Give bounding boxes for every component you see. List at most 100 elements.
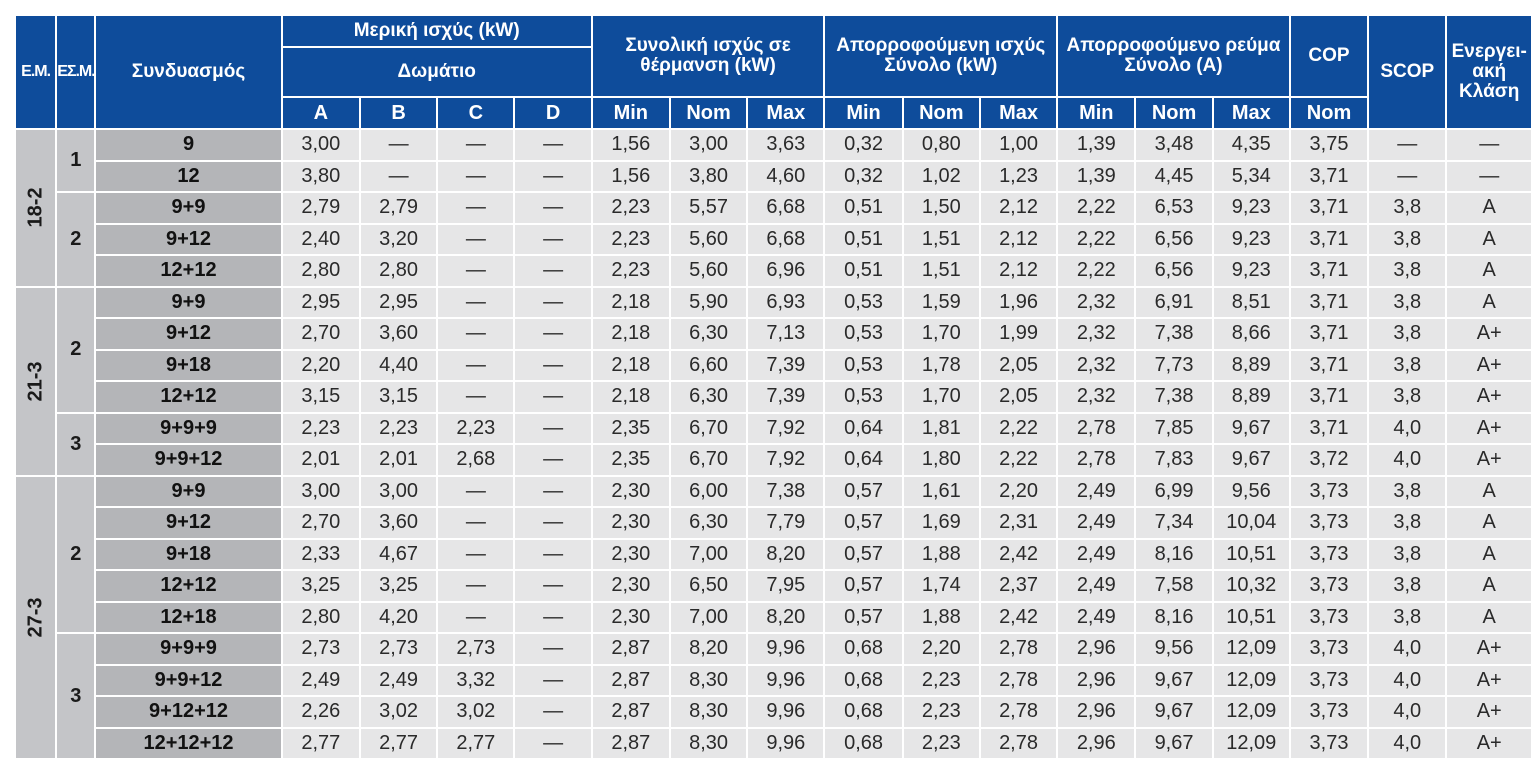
table-row: 12+12 2,80 2,80— —2,23 5,60 6,96 0,51 1,51 2,12 2…: [15, 254, 1533, 288]
table-body: 18-2 1 9 3,00— — —1,56 3,00 3,63 0,32 0,80 1,00 1,3…: [14, 128, 1533, 760]
table-row: 9+9+12 2,49 2,49 3,32—2,87 8,30 9,96 0,68 2,23 2…: [15, 663, 1533, 697]
heating-max-cell: 7,79: [746, 506, 826, 540]
room-b-cell: 2,73: [358, 632, 439, 666]
combination-cell: 9+12: [94, 317, 283, 351]
room-a-cell: 2,40: [280, 222, 361, 256]
current-nom-cell: 7,83: [1134, 443, 1214, 477]
room-d-cell: —: [513, 254, 593, 288]
room-a-cell: 3,15: [280, 380, 361, 414]
heating-max-cell: 3,63: [746, 128, 826, 162]
power-min-cell: 0,57: [823, 600, 904, 634]
room-c-cell: —: [436, 222, 516, 256]
header-esm: ΕΣ.Μ.: [55, 14, 97, 130]
cop-nom-cell: 3,72: [1288, 443, 1370, 477]
cop-nom-cell: 3,71: [1288, 411, 1370, 445]
heating-nom-cell: 6,00: [668, 474, 749, 508]
heating-min-cell: 2,18: [590, 317, 671, 351]
current-nom-cell: 7,34: [1134, 506, 1214, 540]
power-max-cell: 2,42: [978, 537, 1059, 571]
combination-cell: 9+9: [94, 191, 283, 225]
current-max-cell: 10,51: [1211, 600, 1291, 634]
indoor-count-cell: 2: [55, 285, 97, 414]
header-room-d: D: [513, 96, 593, 130]
room-b-cell: 2,79: [358, 191, 439, 225]
power-min-cell: 0,57: [823, 506, 904, 540]
heating-min-cell: 2,30: [590, 600, 671, 634]
heating-max-cell: 6,96: [746, 254, 826, 288]
current-min-cell: 2,49: [1056, 600, 1137, 634]
spec-table-container: Ε.Μ. ΕΣ.Μ. Συνδυασμός Μερική ισχύς (kW) …: [14, 14, 1533, 763]
room-d-cell: —: [513, 506, 593, 540]
power-max-cell: 2,22: [978, 443, 1059, 477]
scop-cell: 3,8: [1367, 317, 1448, 351]
header-room-c: C: [436, 96, 516, 130]
outdoor-unit-cell: 27-3: [14, 474, 58, 760]
scop-cell: —: [1367, 128, 1448, 162]
energy-class-cell: A+: [1445, 380, 1533, 414]
combination-cell: 9+9+9: [94, 411, 283, 445]
power-min-cell: 0,53: [823, 348, 904, 382]
current-max-cell: 10,32: [1211, 569, 1291, 603]
room-c-cell: —: [436, 317, 516, 351]
table-row: 3 9+9+9 2,73 2,73 2,73—2,87 8,20 9,96 0,68 2,20 2…: [15, 632, 1533, 760]
heating-nom-cell: 7,00: [668, 600, 749, 634]
cop-nom-cell: 3,73: [1288, 474, 1370, 508]
room-b-cell: 3,00: [358, 474, 439, 508]
room-a-cell: 2,49: [280, 663, 361, 697]
power-min-cell: 0,68: [823, 663, 904, 697]
table-row: 9+18 2,20 4,40— —2,18 6,60 7,39 0,53 1,78 2,05 2,…: [15, 348, 1533, 382]
current-max-cell: 10,04: [1211, 506, 1291, 540]
scop-cell: 4,0: [1367, 726, 1448, 760]
scop-cell: 3,8: [1367, 506, 1448, 540]
table-row: 27-3 2 9+9 3,00 3,00— —2,30 6,00 7,38 0,57 1,61 2,…: [14, 474, 1533, 760]
heating-nom-cell: 5,60: [668, 254, 749, 288]
header-heating-nom: Nom: [668, 96, 749, 130]
room-a-cell: 2,77: [280, 726, 361, 760]
header-room-b: B: [358, 96, 439, 130]
power-min-cell: 0,53: [823, 380, 904, 414]
heating-max-cell: 7,92: [746, 443, 826, 477]
current-min-cell: 2,78: [1056, 443, 1137, 477]
room-b-cell: 4,20: [358, 600, 439, 634]
room-d-cell: —: [513, 128, 593, 162]
energy-class-cell: A+: [1445, 317, 1533, 351]
power-nom-cell: 1,70: [901, 317, 981, 351]
table-row: 12 3,80— — —1,56 3,80 4,60 0,32 1,02 1,23 1,39 4,4…: [15, 159, 1533, 193]
room-b-cell: 2,49: [358, 663, 439, 697]
room-c-cell: 2,73: [436, 632, 516, 666]
room-c-cell: —: [436, 569, 516, 603]
energy-class-cell: —: [1445, 159, 1533, 193]
power-nom-cell: 1,88: [901, 600, 981, 634]
heating-max-cell: 6,68: [746, 191, 826, 225]
current-max-cell: 10,51: [1211, 537, 1291, 571]
scop-cell: 3,8: [1367, 222, 1448, 256]
energy-class-cell: A+: [1445, 443, 1533, 477]
current-max-cell: 8,66: [1211, 317, 1291, 351]
table-row: 18-2 1 9 3,00— — —1,56 3,00 3,63 0,32 0,80 1,00 1,3…: [14, 128, 1533, 288]
energy-class-cell: —: [1445, 128, 1533, 162]
table-row: 12+12 3,25 3,25— —2,30 6,50 7,95 0,57 1,74 2,37 2…: [15, 569, 1533, 603]
scop-cell: 4,0: [1367, 443, 1448, 477]
power-max-cell: 2,05: [978, 380, 1059, 414]
table-row: 9+12+12 2,26 3,02 3,02—2,87 8,30 9,96 0,68 2,23…: [15, 695, 1533, 729]
heating-max-cell: 9,96: [746, 695, 826, 729]
power-max-cell: 2,78: [978, 695, 1059, 729]
room-b-cell: 3,20: [358, 222, 439, 256]
room-a-cell: 2,20: [280, 348, 361, 382]
heating-min-cell: 2,18: [590, 348, 671, 382]
room-a-cell: 3,00: [280, 128, 361, 162]
current-max-cell: 12,09: [1211, 632, 1291, 666]
current-nom-cell: 9,67: [1134, 726, 1214, 760]
room-d-cell: —: [513, 317, 593, 351]
header-combo: Συνδυασμός: [94, 14, 283, 130]
room-b-cell: 2,01: [358, 443, 439, 477]
current-nom-cell: 9,56: [1134, 632, 1214, 666]
room-d-cell: —: [513, 348, 593, 382]
room-a-cell: 2,73: [280, 632, 361, 666]
power-nom-cell: 1,81: [901, 411, 981, 445]
room-d-cell: —: [513, 443, 593, 477]
cop-nom-cell: 3,71: [1288, 191, 1370, 225]
room-c-cell: 3,32: [436, 663, 516, 697]
heating-max-cell: 8,20: [746, 600, 826, 634]
room-a-cell: 2,33: [280, 537, 361, 571]
